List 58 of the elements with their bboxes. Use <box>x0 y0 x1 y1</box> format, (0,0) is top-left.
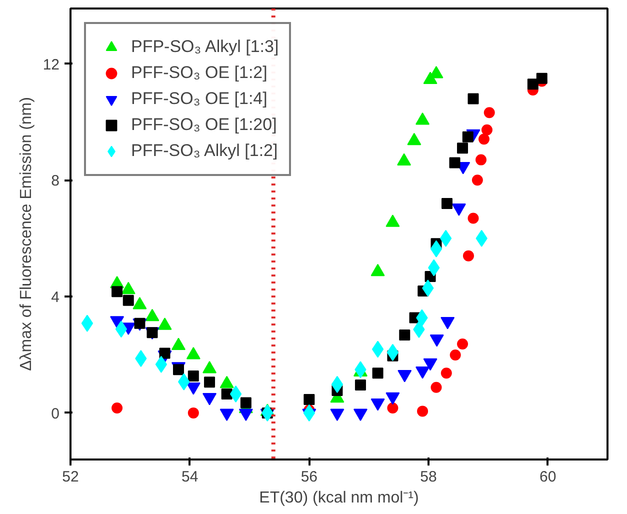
x-tick-label: 56 <box>300 468 318 486</box>
point <box>462 131 474 142</box>
point <box>188 370 199 382</box>
point <box>457 338 468 350</box>
y-tick-label: 0 <box>51 405 60 422</box>
point <box>112 402 123 414</box>
point <box>155 356 168 373</box>
x-tick-label: 54 <box>181 468 198 486</box>
point <box>81 314 94 332</box>
x-tick-label: 52 <box>62 468 79 486</box>
legend-label: PFF-SO₃ OE [1:20] <box>131 115 277 135</box>
point <box>476 154 487 166</box>
legend-label: PFP-SO₃ Alkyl [1:3] <box>131 37 279 57</box>
point <box>527 78 538 90</box>
x-tick-label: 58 <box>420 468 437 486</box>
x-tick-label: 60 <box>539 468 556 486</box>
point <box>441 198 452 209</box>
point <box>484 107 495 118</box>
point <box>481 124 492 136</box>
point <box>372 368 384 379</box>
y-axis-title: Δλmax of Fluorescence Emission (nm) <box>18 97 35 371</box>
legend-label: PFF-SO₃ OE [1:2] <box>131 63 268 83</box>
point <box>221 388 232 400</box>
legend-label: PFF-SO₃ OE [1:4] <box>131 89 268 109</box>
y-tick-label: 8 <box>51 172 60 190</box>
point <box>159 348 170 359</box>
y-tick-label: 12 <box>42 56 60 74</box>
point <box>450 350 461 361</box>
point <box>387 402 398 414</box>
point <box>399 329 410 340</box>
x-axis-title: ET(30) (kcal nm mol⁻¹) <box>259 490 419 506</box>
point <box>112 286 123 298</box>
point <box>430 382 442 393</box>
y-tick-label: 4 <box>51 289 60 306</box>
point <box>204 376 216 388</box>
point <box>188 407 199 418</box>
point <box>468 212 479 224</box>
point <box>354 380 366 391</box>
point <box>472 174 483 186</box>
point <box>331 376 344 393</box>
point <box>536 72 548 84</box>
point <box>478 134 490 145</box>
point <box>457 142 468 154</box>
legend-label: PFF-SO₃ Alkyl [1:2] <box>131 141 278 161</box>
point <box>440 230 452 247</box>
point <box>468 93 479 104</box>
point <box>115 320 128 338</box>
point <box>430 240 442 258</box>
point <box>462 250 474 262</box>
point <box>372 340 384 358</box>
point <box>122 294 134 306</box>
point <box>240 397 252 408</box>
point <box>449 157 460 168</box>
point <box>417 406 428 417</box>
point <box>230 386 242 403</box>
point <box>440 368 452 379</box>
point <box>386 344 399 361</box>
point <box>304 394 315 406</box>
